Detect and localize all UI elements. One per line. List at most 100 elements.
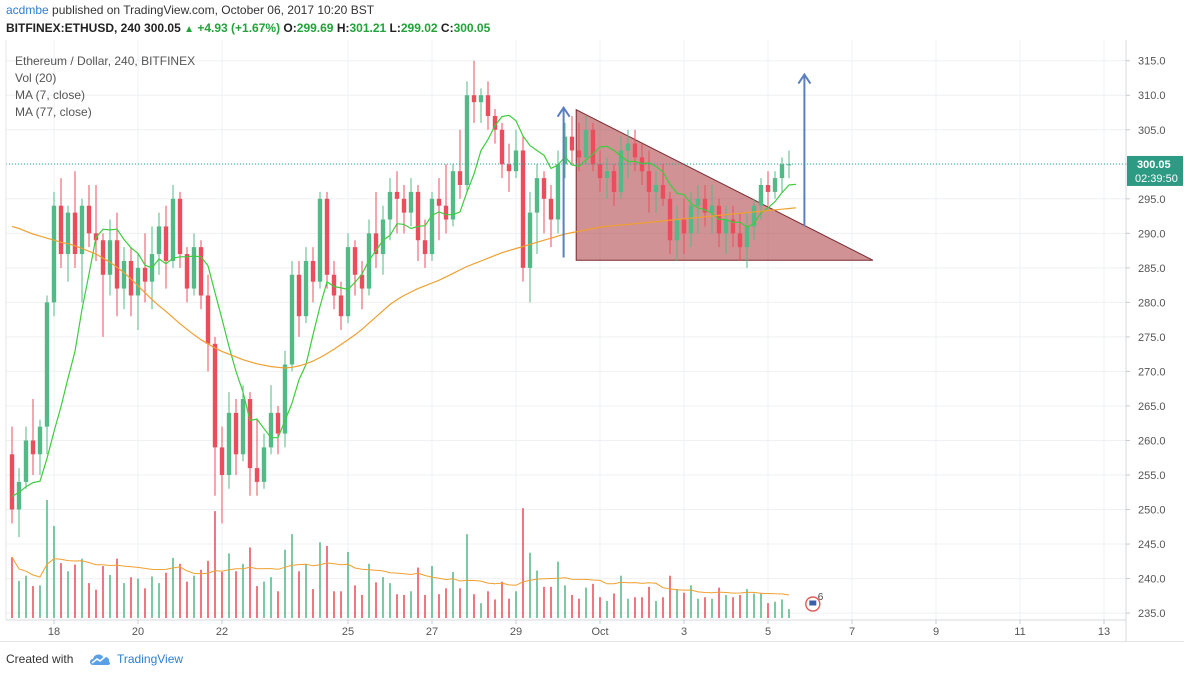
volume-bar bbox=[179, 563, 181, 618]
volume-bar bbox=[774, 601, 776, 618]
candle-body bbox=[331, 274, 337, 296]
legend-vol: Vol (20) bbox=[15, 71, 57, 85]
candle-body bbox=[555, 164, 561, 220]
arrow-annotation bbox=[556, 105, 571, 258]
candle bbox=[611, 164, 617, 206]
low-label: L: bbox=[389, 21, 401, 35]
time-tick-label: 20 bbox=[132, 626, 144, 638]
candle bbox=[310, 247, 316, 303]
candle-body bbox=[786, 164, 792, 166]
candle-body bbox=[310, 260, 316, 282]
price-tick-label: 255.0 bbox=[1138, 470, 1166, 482]
candle bbox=[681, 198, 687, 255]
candle bbox=[394, 171, 400, 234]
candle bbox=[205, 274, 211, 372]
candle bbox=[772, 171, 778, 199]
volume-bar bbox=[718, 587, 720, 618]
time-tick-label: 5 bbox=[765, 626, 771, 638]
candle-body bbox=[226, 412, 232, 475]
chart-legend: Ethereum / Dollar, 240, BITFINEX Vol (20… bbox=[15, 53, 195, 121]
grid bbox=[6, 40, 1126, 620]
candle-body bbox=[107, 240, 113, 275]
footer: Created with TradingView bbox=[0, 641, 1184, 677]
event-badge: 6 bbox=[805, 592, 824, 612]
candle bbox=[44, 295, 50, 455]
volume-bar bbox=[102, 566, 104, 618]
candle-body bbox=[254, 468, 260, 482]
candle-body bbox=[142, 267, 148, 282]
candle bbox=[254, 419, 260, 496]
price-tick-label: 285.0 bbox=[1138, 263, 1166, 275]
volume-bar bbox=[417, 567, 419, 618]
author-link[interactable]: acdmbe bbox=[6, 3, 49, 17]
candle-body bbox=[772, 178, 778, 192]
volume-bar bbox=[333, 591, 335, 618]
ma77-line bbox=[11, 207, 797, 369]
candle bbox=[338, 281, 344, 330]
candle-body bbox=[744, 226, 750, 248]
candle-body bbox=[520, 150, 526, 268]
candle-body bbox=[387, 191, 393, 220]
candle bbox=[765, 171, 771, 206]
close-value: 300.05 bbox=[453, 21, 491, 35]
candle bbox=[429, 191, 435, 261]
candle bbox=[436, 178, 442, 241]
candle bbox=[324, 191, 330, 289]
candle bbox=[667, 191, 673, 255]
volume-bar bbox=[242, 563, 244, 618]
volume-bar bbox=[452, 571, 454, 618]
candle-body bbox=[506, 164, 512, 172]
candle bbox=[331, 260, 337, 310]
candle-body bbox=[513, 150, 519, 172]
time-tick-label: 25 bbox=[342, 626, 354, 638]
volume-bar bbox=[431, 566, 433, 618]
candle-body bbox=[660, 185, 666, 199]
candle bbox=[296, 260, 302, 337]
candle bbox=[653, 171, 659, 213]
candle-body bbox=[401, 198, 407, 213]
volume-bar bbox=[487, 591, 489, 618]
price-tag: 300.05 02:39:50 bbox=[1127, 155, 1183, 186]
time-tick-label: 27 bbox=[426, 626, 438, 638]
time-tick-label: 29 bbox=[510, 626, 522, 638]
candle bbox=[527, 191, 533, 303]
legend-ma77: MA (77, close) bbox=[15, 105, 92, 119]
candle bbox=[100, 233, 106, 337]
candle-body bbox=[408, 191, 414, 213]
candle bbox=[646, 150, 652, 213]
open-value: 299.69 bbox=[296, 21, 334, 35]
candle bbox=[114, 212, 120, 317]
volume-bar bbox=[46, 500, 48, 618]
volume-bar bbox=[109, 574, 111, 618]
candle bbox=[58, 178, 64, 268]
candle-body bbox=[646, 171, 652, 192]
candle-body bbox=[597, 164, 603, 179]
candle-body bbox=[240, 399, 246, 455]
candle bbox=[576, 122, 582, 172]
volume-bar bbox=[438, 594, 440, 618]
candle-body bbox=[37, 426, 43, 455]
candle bbox=[233, 399, 239, 475]
candle-body bbox=[345, 247, 351, 317]
volume-bar bbox=[767, 603, 769, 618]
volume-bar bbox=[606, 600, 608, 618]
candle bbox=[191, 233, 197, 296]
volume-bar bbox=[326, 546, 328, 618]
candle-body bbox=[709, 205, 715, 213]
candle-body bbox=[604, 171, 610, 179]
candle bbox=[597, 150, 603, 192]
volume-bar bbox=[585, 587, 587, 618]
price-chart[interactable]: 6 235.0 240.0 245.0 250.0 255.0 260.0 265.0 270.… bbox=[0, 40, 1184, 641]
candle bbox=[506, 143, 512, 192]
volume-bar bbox=[74, 564, 76, 618]
volume-bar bbox=[578, 598, 580, 618]
time-tick-label: 3 bbox=[681, 626, 687, 638]
volume-bar bbox=[340, 591, 342, 618]
candle bbox=[702, 185, 708, 227]
candles bbox=[9, 60, 792, 538]
candle bbox=[471, 60, 477, 123]
volume-bar bbox=[81, 558, 83, 618]
candle-body bbox=[219, 447, 225, 475]
volume-bar bbox=[144, 588, 146, 618]
tradingview-link[interactable]: TradingView bbox=[117, 652, 184, 666]
